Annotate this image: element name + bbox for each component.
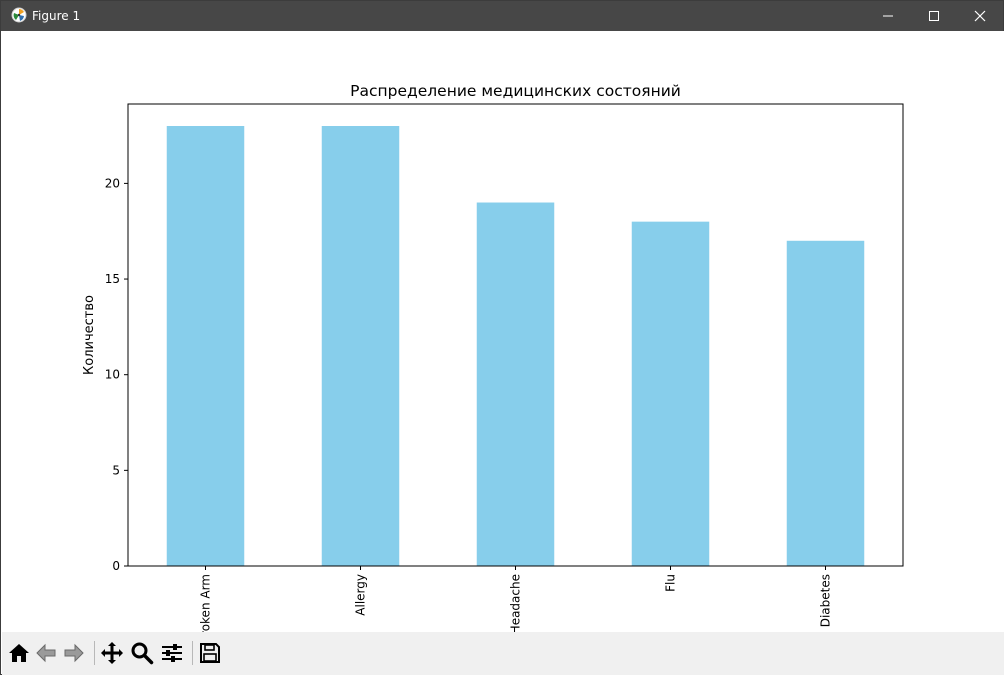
matplotlib-icon: [11, 7, 27, 23]
x-tick-label-2: Headache: [509, 574, 523, 632]
bar-4: [786, 240, 865, 567]
save-button[interactable]: [197, 640, 223, 666]
minimize-icon: [883, 15, 893, 17]
pan-move-icon: [101, 642, 123, 664]
toolbar-separator: [94, 641, 95, 665]
x-tick-label-4: Diabetes: [819, 574, 833, 627]
y-tick-label-0: 0: [112, 559, 120, 573]
navigation-toolbar: [2, 632, 1004, 675]
y-tick-label-4: 20: [105, 176, 120, 190]
y-tick-label-1: 5: [112, 463, 120, 477]
title-bar[interactable]: Figure 1: [1, 1, 1003, 31]
close-button[interactable]: [957, 1, 1003, 31]
back-arrow-icon: [36, 643, 56, 663]
y-tick-label-2: 10: [105, 368, 120, 382]
maximize-icon: [929, 11, 939, 21]
zoom-button[interactable]: [129, 640, 155, 666]
forward-arrow-icon: [64, 643, 84, 663]
x-tick-label-1: Allergy: [354, 574, 368, 616]
pan-button[interactable]: [99, 640, 125, 666]
minimize-button[interactable]: [865, 1, 911, 31]
figure-canvas[interactable]: 0 5 10 15 20 Broken Arm Allergy Headache Flu Diab…: [2, 31, 1004, 632]
bar-2: [476, 202, 555, 567]
bar-chart: 0 5 10 15 20 Broken Arm Allergy Headache Flu Diab…: [82, 82, 904, 632]
bar-1: [321, 126, 400, 566]
chart-title: Распределение медицинских состояний: [350, 82, 681, 100]
bar-0: [166, 126, 245, 566]
x-tick-label-3: Flu: [664, 574, 678, 592]
y-tick-label-3: 15: [105, 272, 120, 286]
window-title: Figure 1: [32, 9, 81, 23]
x-tick-label-0: Broken Arm: [199, 574, 213, 632]
save-icon: [200, 643, 220, 663]
back-button[interactable]: [33, 640, 59, 666]
bar-3: [631, 221, 710, 567]
toolbar-separator: [192, 641, 193, 665]
home-icon: [9, 644, 29, 662]
zoom-magnifier-icon: [131, 642, 154, 665]
home-button[interactable]: [6, 640, 32, 666]
maximize-button[interactable]: [911, 1, 957, 31]
forward-button[interactable]: [61, 640, 87, 666]
close-icon: [974, 10, 986, 22]
configure-subplots-button[interactable]: [159, 640, 185, 666]
configure-subplots-icon: [162, 644, 182, 662]
y-axis-label: Количество: [82, 295, 97, 375]
